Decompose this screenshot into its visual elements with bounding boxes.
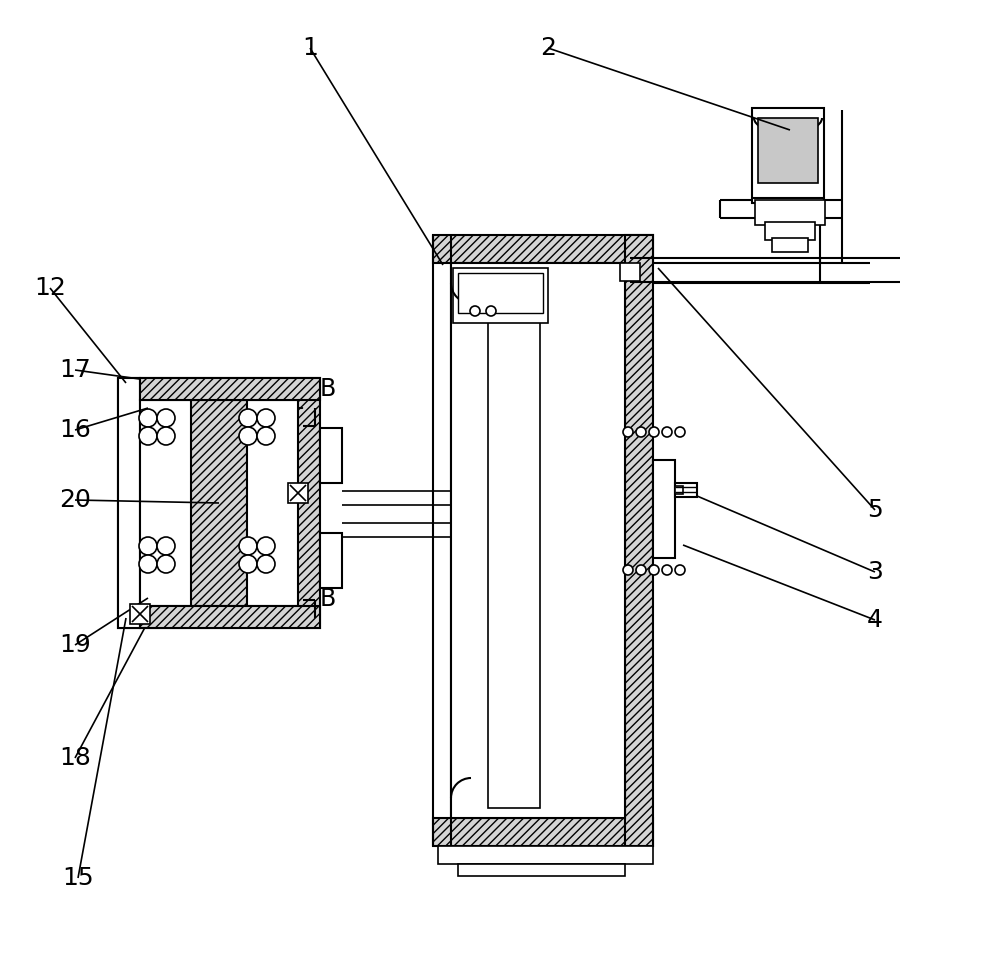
Bar [765,222,815,240]
Circle shape [139,427,157,445]
Circle shape [257,555,275,573]
Bar [625,235,653,846]
Bar [118,378,320,628]
Bar [268,378,298,400]
Circle shape [486,306,496,316]
Text: 16: 16 [59,418,91,442]
Bar [130,604,150,624]
Text: 18: 18 [59,746,91,770]
Bar [458,273,543,313]
Circle shape [157,427,175,445]
Bar [140,606,268,628]
Bar [140,606,320,628]
Bar [755,200,825,225]
Text: 17: 17 [59,358,91,382]
Bar [140,400,298,606]
Circle shape [662,565,672,575]
Text: 19: 19 [59,633,91,657]
Circle shape [675,565,685,575]
Bar [191,400,247,606]
Bar [140,378,268,400]
Text: 15: 15 [62,866,94,890]
Bar [453,268,548,323]
Circle shape [239,537,257,555]
Bar [320,533,342,588]
Bar [140,378,320,400]
Text: 20: 20 [59,488,91,512]
Circle shape [470,306,480,316]
Circle shape [257,537,275,555]
Circle shape [662,427,672,437]
Circle shape [139,555,157,573]
Text: B: B [320,377,336,401]
Text: 12: 12 [34,276,66,300]
Circle shape [139,537,157,555]
Circle shape [649,565,659,575]
Circle shape [623,427,633,437]
Text: 4: 4 [867,608,883,632]
Bar [488,273,540,808]
Text: 5: 5 [867,498,883,522]
Circle shape [675,427,685,437]
Bar [433,818,653,846]
Text: 2: 2 [540,36,556,60]
Bar [675,483,697,497]
Bar [451,263,625,818]
Text: 1: 1 [302,36,318,60]
Circle shape [239,409,257,427]
Bar [288,483,308,503]
Bar [675,486,683,494]
Circle shape [239,427,257,445]
Circle shape [623,565,633,575]
Circle shape [239,555,257,573]
Bar [140,606,156,622]
Text: 3: 3 [867,560,883,584]
Circle shape [157,555,175,573]
Circle shape [257,409,275,427]
Circle shape [139,409,157,427]
Bar [320,428,342,483]
Bar [620,263,640,281]
Bar [758,118,818,183]
Bar [118,378,140,628]
Bar [752,108,824,203]
Circle shape [157,537,175,555]
Bar [653,460,675,558]
Bar [772,238,808,252]
Text: B: B [320,587,336,611]
Circle shape [649,427,659,437]
Circle shape [636,427,646,437]
Bar [458,864,625,876]
Circle shape [157,409,175,427]
Circle shape [636,565,646,575]
Bar [438,846,653,864]
Circle shape [257,427,275,445]
Bar [433,235,653,263]
